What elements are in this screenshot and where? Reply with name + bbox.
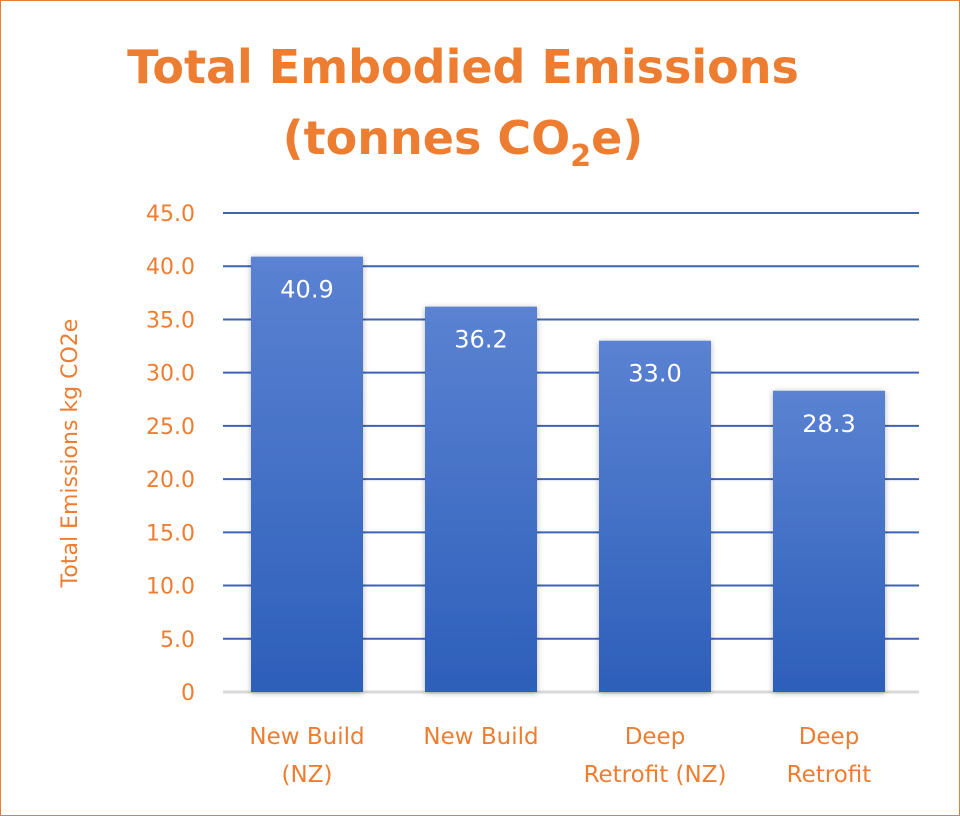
x-tick-label: (NZ): [282, 762, 333, 788]
y-tick-label: 30.0: [146, 362, 195, 387]
y-tick-label: 10.0: [146, 575, 195, 600]
x-tick-label: Retrofit (NZ): [584, 762, 727, 788]
data-label: 33.0: [628, 360, 681, 388]
x-tick-label: Deep: [625, 724, 686, 750]
data-label: 40.9: [280, 276, 333, 304]
x-tick-label: New Build: [423, 724, 538, 750]
chart-title-line2: (tonnes CO2e): [283, 111, 644, 174]
bar: [773, 390, 885, 692]
x-tick-label: Deep: [799, 724, 860, 750]
y-axis-label: Total Emissions kg CO2e: [58, 319, 83, 589]
x-tick-label: New Build: [249, 724, 364, 750]
bar: [425, 306, 537, 692]
y-tick-label: 20.0: [146, 468, 195, 493]
y-tick-label: 40.0: [146, 255, 195, 280]
y-tick-label: 15.0: [146, 521, 195, 546]
data-label: 36.2: [454, 326, 507, 354]
y-tick-label: 35.0: [146, 308, 195, 333]
data-label: 28.3: [802, 410, 855, 438]
x-tick-label: Retrofit: [787, 762, 872, 788]
y-tick-label: 45.0: [146, 202, 195, 227]
y-tick-label: 25.0: [146, 415, 195, 440]
y-tick-label: 5.0: [160, 628, 195, 653]
chart-title-line1: Total Embodied Emissions: [127, 40, 799, 94]
bar: [599, 340, 711, 692]
bar: [251, 256, 363, 692]
y-tick-label: 0: [181, 681, 195, 706]
